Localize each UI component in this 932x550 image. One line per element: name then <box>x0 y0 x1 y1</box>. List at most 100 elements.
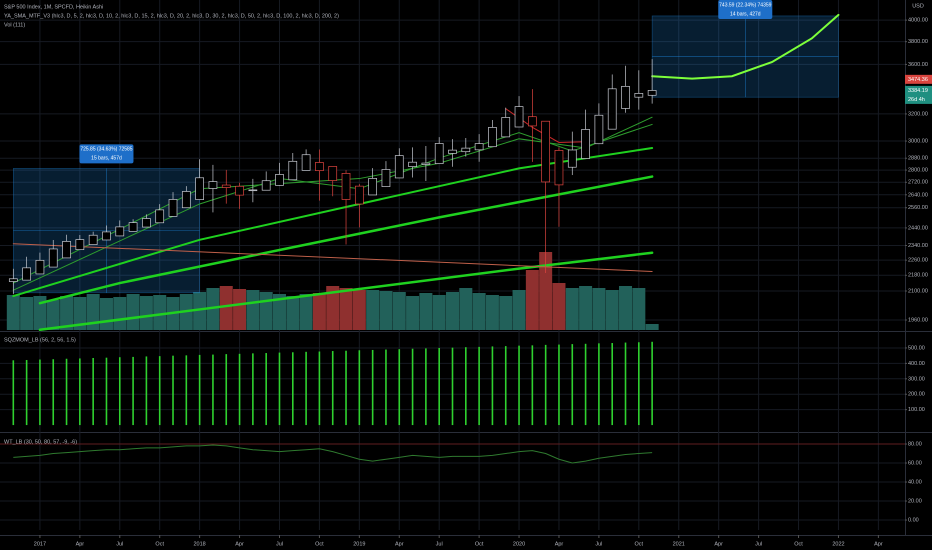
candle-body <box>128 222 138 232</box>
y-tick-label: 40.00 <box>908 479 922 485</box>
volume-bar <box>339 288 353 330</box>
volume-bar <box>366 290 380 330</box>
y-tick-label: 0.00 <box>908 517 919 523</box>
momentum-bar <box>252 353 254 426</box>
x-tick-label: Jul <box>595 541 602 547</box>
volume-bar <box>20 297 34 330</box>
candle-body <box>488 127 497 148</box>
y-tick-label: 3000.00 <box>908 139 928 145</box>
candle-body <box>208 181 218 189</box>
wave-line <box>13 444 653 464</box>
candle-body <box>567 149 577 168</box>
x-tick-label: Jul <box>116 541 123 547</box>
candle-body <box>102 231 111 241</box>
volume-bar <box>525 270 539 330</box>
momentum-bar <box>79 358 81 426</box>
y-tick-label: 300.00 <box>908 376 925 382</box>
x-tick-label: Jul <box>436 541 443 547</box>
y-tick-label: 500.00 <box>908 345 925 351</box>
candle-body <box>408 161 417 167</box>
candle-body <box>434 143 444 165</box>
candle-body <box>421 162 431 165</box>
volume-bar <box>419 293 433 330</box>
momentum-bar <box>318 351 321 426</box>
momentum-bar <box>212 354 214 426</box>
momentum-bar <box>531 345 534 426</box>
momentum-bar <box>638 342 640 426</box>
x-tick-label: 2021 <box>673 541 685 547</box>
y-tick-label: 1960.00 <box>908 317 928 323</box>
volume-bar <box>6 295 20 330</box>
momentum-bar <box>558 344 560 426</box>
x-tick-label: 2019 <box>353 541 365 547</box>
candle-body <box>115 226 125 237</box>
candle-body <box>221 184 231 188</box>
x-tick-label: Apr <box>874 541 883 547</box>
measure-label: 725.85 (34.63%) 72585 <box>80 147 132 153</box>
price-tag-timer: 26d 4h <box>908 97 925 103</box>
volume-bar <box>286 296 300 330</box>
momentum-bar <box>345 350 347 426</box>
candle-body <box>607 88 617 130</box>
candle-body <box>248 189 258 192</box>
momentum-bar <box>25 359 28 426</box>
volume-bar <box>73 297 87 330</box>
candle-body <box>195 177 204 200</box>
y-tick-label: 3600.00 <box>908 62 928 68</box>
y-tick-label: 2100.00 <box>908 288 928 294</box>
momentum-bar <box>385 349 387 426</box>
volume-bar <box>485 295 499 330</box>
candle-body <box>315 162 324 172</box>
volume-bar <box>512 290 526 330</box>
momentum-bar <box>451 347 454 426</box>
candle-body <box>594 114 604 145</box>
candle-body <box>341 173 351 200</box>
y-tick-label: 2720.00 <box>908 180 928 186</box>
candle-body <box>181 191 191 209</box>
candle-body <box>301 154 311 171</box>
price-tag-label: 3474.36 <box>908 77 928 83</box>
volume-bar <box>153 295 167 330</box>
volume-bar <box>86 294 100 330</box>
momentum-bar <box>92 357 94 426</box>
candle-body <box>142 218 151 228</box>
momentum-bar <box>331 351 334 426</box>
candle-body <box>328 166 338 181</box>
x-tick-label: 2017 <box>34 541 46 547</box>
momentum-bar <box>371 349 374 426</box>
volume-bar <box>272 294 286 330</box>
momentum-bar <box>504 346 507 426</box>
candle-body <box>22 267 31 281</box>
x-tick-label: Apr <box>395 541 404 547</box>
panel-title: WT_LB (30, 50, 80, 57, -9, -6) <box>4 439 77 445</box>
momentum-bar <box>291 352 294 426</box>
momentum-bar <box>305 351 307 426</box>
y-tick-label: 80.00 <box>908 441 922 447</box>
y-tick-label: 2260.00 <box>908 258 928 264</box>
y-tick-label: 2880.00 <box>908 156 928 162</box>
y-tick-label: 3800.00 <box>908 39 928 45</box>
candle-body <box>501 117 511 138</box>
momentum-bar <box>518 345 520 426</box>
volume-bar <box>552 283 566 330</box>
momentum-bar <box>425 348 427 426</box>
momentum-bar <box>172 355 174 426</box>
x-tick-label: Apr <box>235 541 244 547</box>
volume-bar <box>392 292 406 330</box>
momentum-bar <box>544 344 547 426</box>
y-tick-label: 4000.00 <box>908 18 928 24</box>
volume-bar <box>46 300 60 330</box>
volume-bar <box>113 297 127 330</box>
candle-body <box>461 147 471 153</box>
momentum-bar <box>624 342 627 426</box>
y-tick-label: 20.00 <box>908 498 922 504</box>
candle-body <box>48 248 58 268</box>
candle-body <box>448 149 457 154</box>
momentum-bar <box>571 344 574 426</box>
momentum-bar <box>238 353 241 426</box>
x-tick-label: 2022 <box>832 541 844 547</box>
candle-body <box>88 234 98 245</box>
volume-bar <box>565 288 579 330</box>
y-tick-label: 60.00 <box>908 460 922 466</box>
